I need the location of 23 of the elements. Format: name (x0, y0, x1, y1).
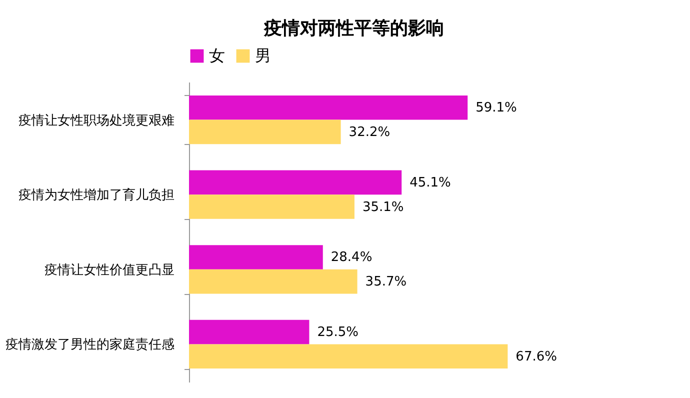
data-label: 25.5% (317, 325, 359, 340)
bar (189, 269, 358, 294)
y-tick-label: 疫情为女性增加了育儿负担 (18, 187, 174, 204)
bar (189, 170, 402, 195)
y-tick-label: 疫情激发了男性的家庭责任感 (6, 336, 174, 353)
data-label: 67.6% (516, 349, 557, 364)
bar (189, 245, 323, 270)
y-tick-label: 疫情让女性价值更凸显 (44, 262, 174, 278)
legend-label: 男 (255, 46, 271, 65)
bar (189, 194, 354, 219)
data-label: 28.4% (330, 250, 372, 266)
data-label: 35.1% (362, 200, 404, 215)
data-label: 59.1% (476, 100, 517, 116)
bar (189, 120, 341, 144)
data-label: 45.1% (410, 175, 451, 190)
bar (189, 344, 508, 369)
legend-label: 女 (209, 46, 225, 65)
bar (189, 95, 468, 120)
chart-title: 疫情对两性平等的影响 (263, 18, 444, 39)
data-label: 32.2% (348, 124, 390, 140)
y-tick-label: 疫情让女性职场处境更艰难 (18, 112, 174, 128)
bar (189, 320, 310, 344)
data-label: 35.7% (365, 274, 407, 290)
